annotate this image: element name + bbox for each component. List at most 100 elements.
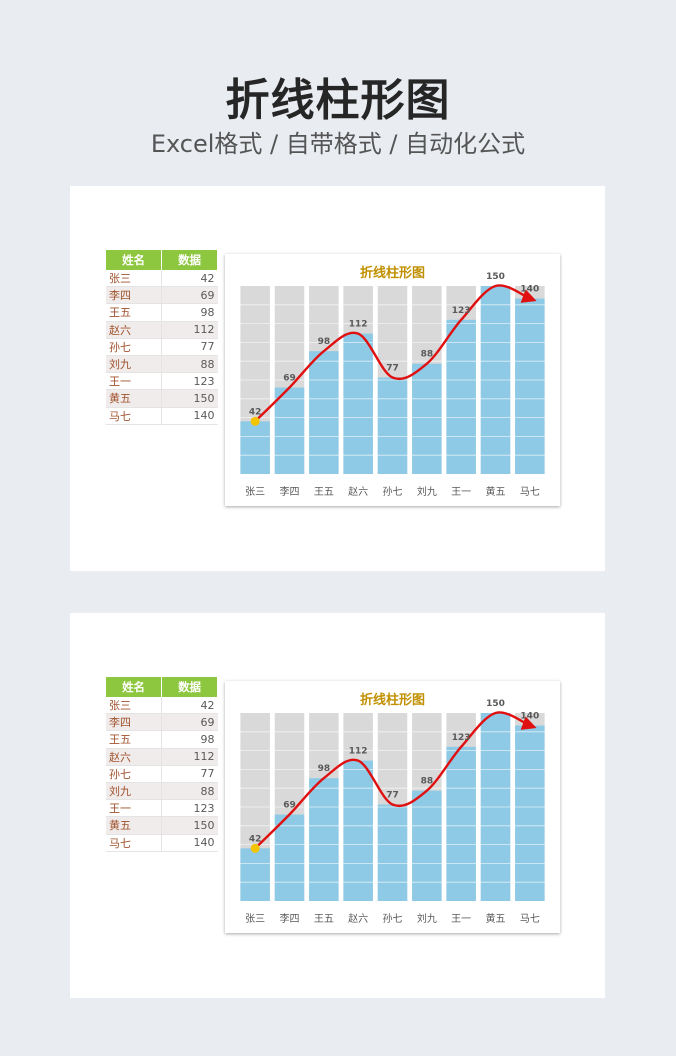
cell-value: 42: [161, 270, 218, 288]
x-tick-label: 马七: [520, 913, 540, 925]
data-label: 77: [386, 363, 399, 373]
table-row: 赵六 112: [106, 321, 218, 339]
data-label: 140: [520, 712, 539, 722]
data-table: 姓名 数据 张三 42 李四 69 王五 98 赵六 112 孙七 77 刘九 88 王一 123 黄五 15…: [106, 677, 218, 852]
cell-value: 88: [161, 782, 218, 801]
table-row: 张三 42: [106, 697, 218, 715]
cell-name: 王五: [106, 730, 163, 749]
data-label: 150: [486, 272, 505, 282]
cell-name: 黄五: [106, 389, 163, 408]
cell-name: 王一: [106, 799, 163, 818]
cell-name: 孙七: [106, 765, 163, 783]
cell-value: 98: [161, 730, 218, 749]
x-tick-label: 王一: [451, 914, 471, 925]
table-row: 孙七 77: [106, 765, 218, 783]
bar: [515, 725, 545, 901]
data-label: 77: [386, 790, 399, 800]
bar: [412, 790, 442, 901]
data-label: 88: [421, 350, 434, 360]
cell-name: 孙七: [106, 338, 163, 356]
bar: [446, 319, 476, 474]
cell-value: 150: [161, 389, 218, 408]
header-value: 数据: [161, 250, 218, 270]
cell-name: 李四: [106, 286, 163, 305]
x-tick-label: 李四: [280, 485, 300, 498]
cell-value: 69: [161, 286, 218, 305]
table-row: 马七 140: [106, 407, 218, 425]
page-title: 折线柱形图: [225, 75, 451, 126]
cell-name: 赵六: [106, 748, 163, 766]
cell-name: 赵六: [106, 321, 163, 339]
bar: [343, 760, 373, 901]
bar: [377, 377, 408, 474]
bar: [515, 298, 545, 474]
x-tick-label: 黄五: [486, 912, 506, 925]
trend-line: [254, 284, 537, 423]
cell-value: 42: [161, 697, 218, 715]
cell-name: 刘九: [106, 355, 163, 374]
cell-name: 王五: [106, 303, 163, 322]
page-subtitle: Excel格式 / 自带格式 / 自动化公式: [150, 130, 526, 158]
chart-svg: 42 69 98 112 77 88 123 150 140 张三 李四 王五 赵六 孙七 刘九 王一 黄五 马七: [238, 272, 547, 498]
cell-name: 李四: [106, 713, 163, 732]
data-label: 98: [318, 764, 331, 774]
x-tick-label: 刘九: [417, 486, 437, 498]
table-row: 刘九 88: [106, 355, 218, 374]
cell-value: 112: [161, 748, 218, 766]
table-row: 李四 69: [106, 286, 218, 305]
table-row: 马七 140: [106, 834, 218, 852]
cell-value: 77: [161, 338, 218, 356]
x-tick-label: 张三: [245, 486, 265, 498]
bar: [240, 848, 270, 901]
table-row: 王一 123: [106, 799, 218, 818]
start-marker: [250, 843, 260, 853]
data-label: 88: [421, 777, 434, 787]
x-tick-label: 黄五: [486, 485, 506, 498]
bar: [377, 804, 408, 901]
table-row: 张三 42: [106, 270, 218, 288]
data-label: 69: [283, 374, 296, 384]
bar: [309, 778, 339, 901]
x-tick-label: 李四: [280, 912, 300, 925]
x-tick-label: 王一: [451, 487, 471, 498]
cell-name: 马七: [106, 834, 163, 852]
x-tick-label: 马七: [520, 486, 540, 498]
header-name: 姓名: [106, 677, 163, 697]
x-tick-label: 王五: [314, 487, 334, 498]
cell-name: 刘九: [106, 782, 163, 801]
cell-value: 112: [161, 321, 218, 339]
table-row: 李四 69: [106, 713, 218, 732]
bar: [240, 421, 270, 474]
bar: [274, 387, 305, 474]
data-label: 112: [349, 747, 368, 757]
chart-box: 42 69 98 112 77 88 123 150 140 张三 李四 王五 赵六 孙七 刘九 王一 黄五 马七…: [225, 254, 560, 506]
cell-name: 张三: [106, 697, 163, 715]
data-label: 123: [452, 306, 471, 316]
chart-box: 42 69 98 112 77 88 123 150 140 张三 李四 王五 赵六 孙七 刘九 王一 黄五 马七…: [225, 681, 560, 933]
data-label: 150: [486, 699, 505, 709]
bar: [309, 351, 339, 474]
table-row: 王五 98: [106, 303, 218, 322]
x-tick-label: 赵六: [348, 912, 368, 925]
x-tick-label: 王五: [314, 914, 334, 925]
data-label: 98: [318, 337, 331, 347]
cell-name: 张三: [106, 270, 163, 288]
data-label: 140: [520, 285, 539, 295]
bar: [446, 746, 476, 901]
data-label: 112: [349, 320, 368, 330]
x-tick-label: 赵六: [348, 485, 368, 498]
x-tick-label: 张三: [245, 913, 265, 925]
table-row: 黄五 150: [106, 389, 218, 408]
chart-title: 折线柱形图: [359, 693, 425, 708]
table-row: 王一 123: [106, 372, 218, 391]
table-row: 王五 98: [106, 730, 218, 749]
preview-card-1: 姓名 数据 张三 42 李四 69 王五 98 赵六 112 孙七 77 刘九 88 王一 123 黄五 15…: [70, 186, 605, 571]
trend-line: [254, 711, 537, 850]
cell-value: 69: [161, 713, 218, 732]
cell-value: 88: [161, 355, 218, 374]
header-name: 姓名: [106, 250, 163, 270]
cell-value: 150: [161, 816, 218, 835]
x-tick-label: 孙七: [383, 912, 403, 925]
data-table: 姓名 数据 张三 42 李四 69 王五 98 赵六 112 孙七 77 刘九 88 王一 123 黄五 15…: [106, 250, 218, 425]
cell-value: 123: [161, 372, 218, 391]
